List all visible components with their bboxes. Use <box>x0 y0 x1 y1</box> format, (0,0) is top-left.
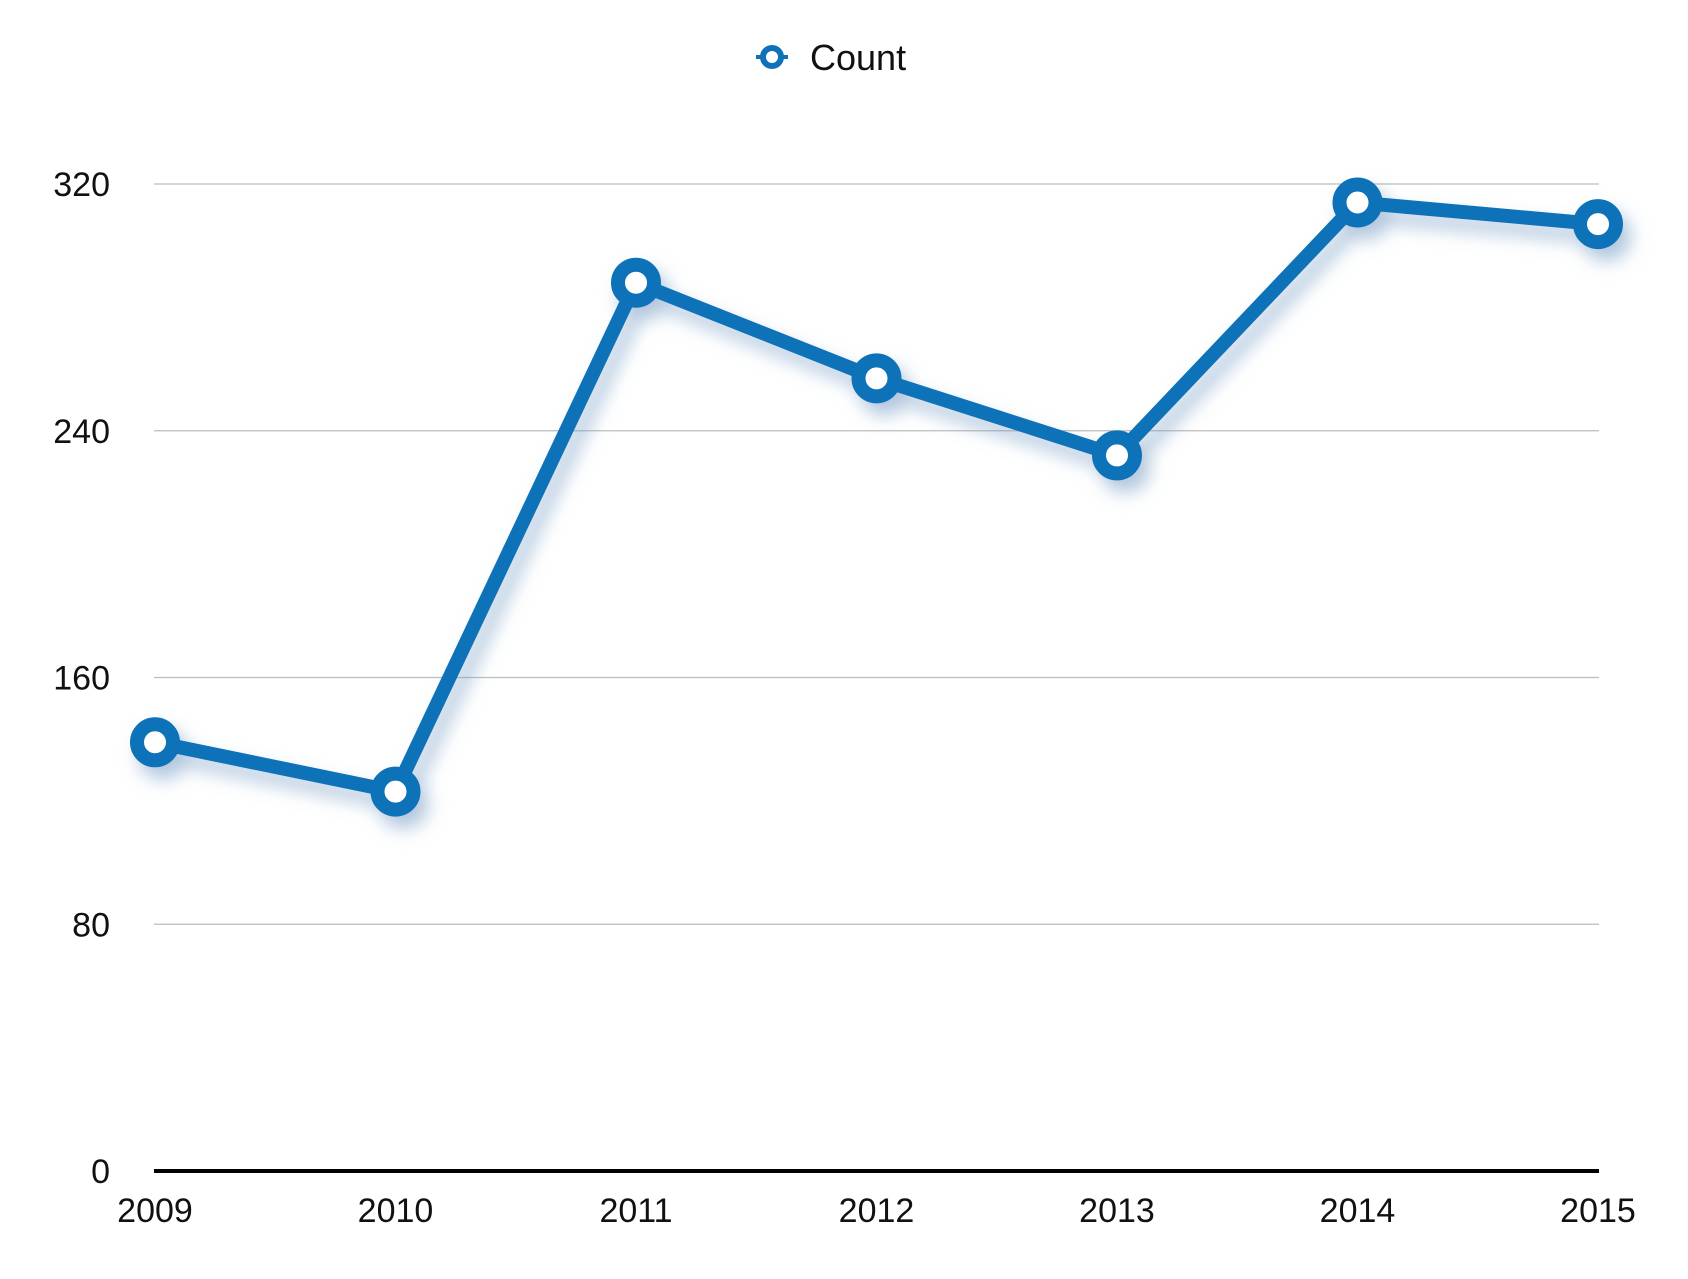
x-tick-label: 2015 <box>1560 1192 1636 1230</box>
data-point <box>130 717 180 768</box>
legend-label: Count <box>810 37 906 78</box>
x-axis-ticks: 2009 2010 2011 2012 2013 2014 2015 <box>117 1192 1636 1230</box>
y-axis-ticks: 0 80 160 240 320 <box>53 166 110 1191</box>
x-tick-label: 2014 <box>1320 1192 1396 1230</box>
data-point <box>1092 430 1142 481</box>
legend-marker-icon <box>760 45 784 69</box>
series-line <box>148 195 1605 799</box>
data-point <box>851 353 902 404</box>
data-point <box>611 257 661 308</box>
x-tick-label: 2012 <box>839 1192 915 1230</box>
data-point <box>1332 177 1383 228</box>
x-tick-label: 2010 <box>358 1192 434 1230</box>
x-tick-label: 2011 <box>599 1192 672 1230</box>
y-tick-label: 160 <box>53 660 110 698</box>
y-tick-label: 0 <box>91 1153 110 1191</box>
data-point <box>370 766 421 817</box>
y-tick-label: 80 <box>72 906 110 944</box>
y-tick-label: 240 <box>53 413 110 451</box>
x-tick-label: 2013 <box>1079 1192 1155 1230</box>
series-group <box>130 177 1623 817</box>
legend: Count <box>756 37 906 78</box>
x-tick-label: 2009 <box>117 1192 193 1230</box>
gridlines <box>154 183 1599 925</box>
data-point <box>1573 199 1623 250</box>
series-count <box>130 177 1623 817</box>
y-tick-label: 320 <box>53 166 110 204</box>
